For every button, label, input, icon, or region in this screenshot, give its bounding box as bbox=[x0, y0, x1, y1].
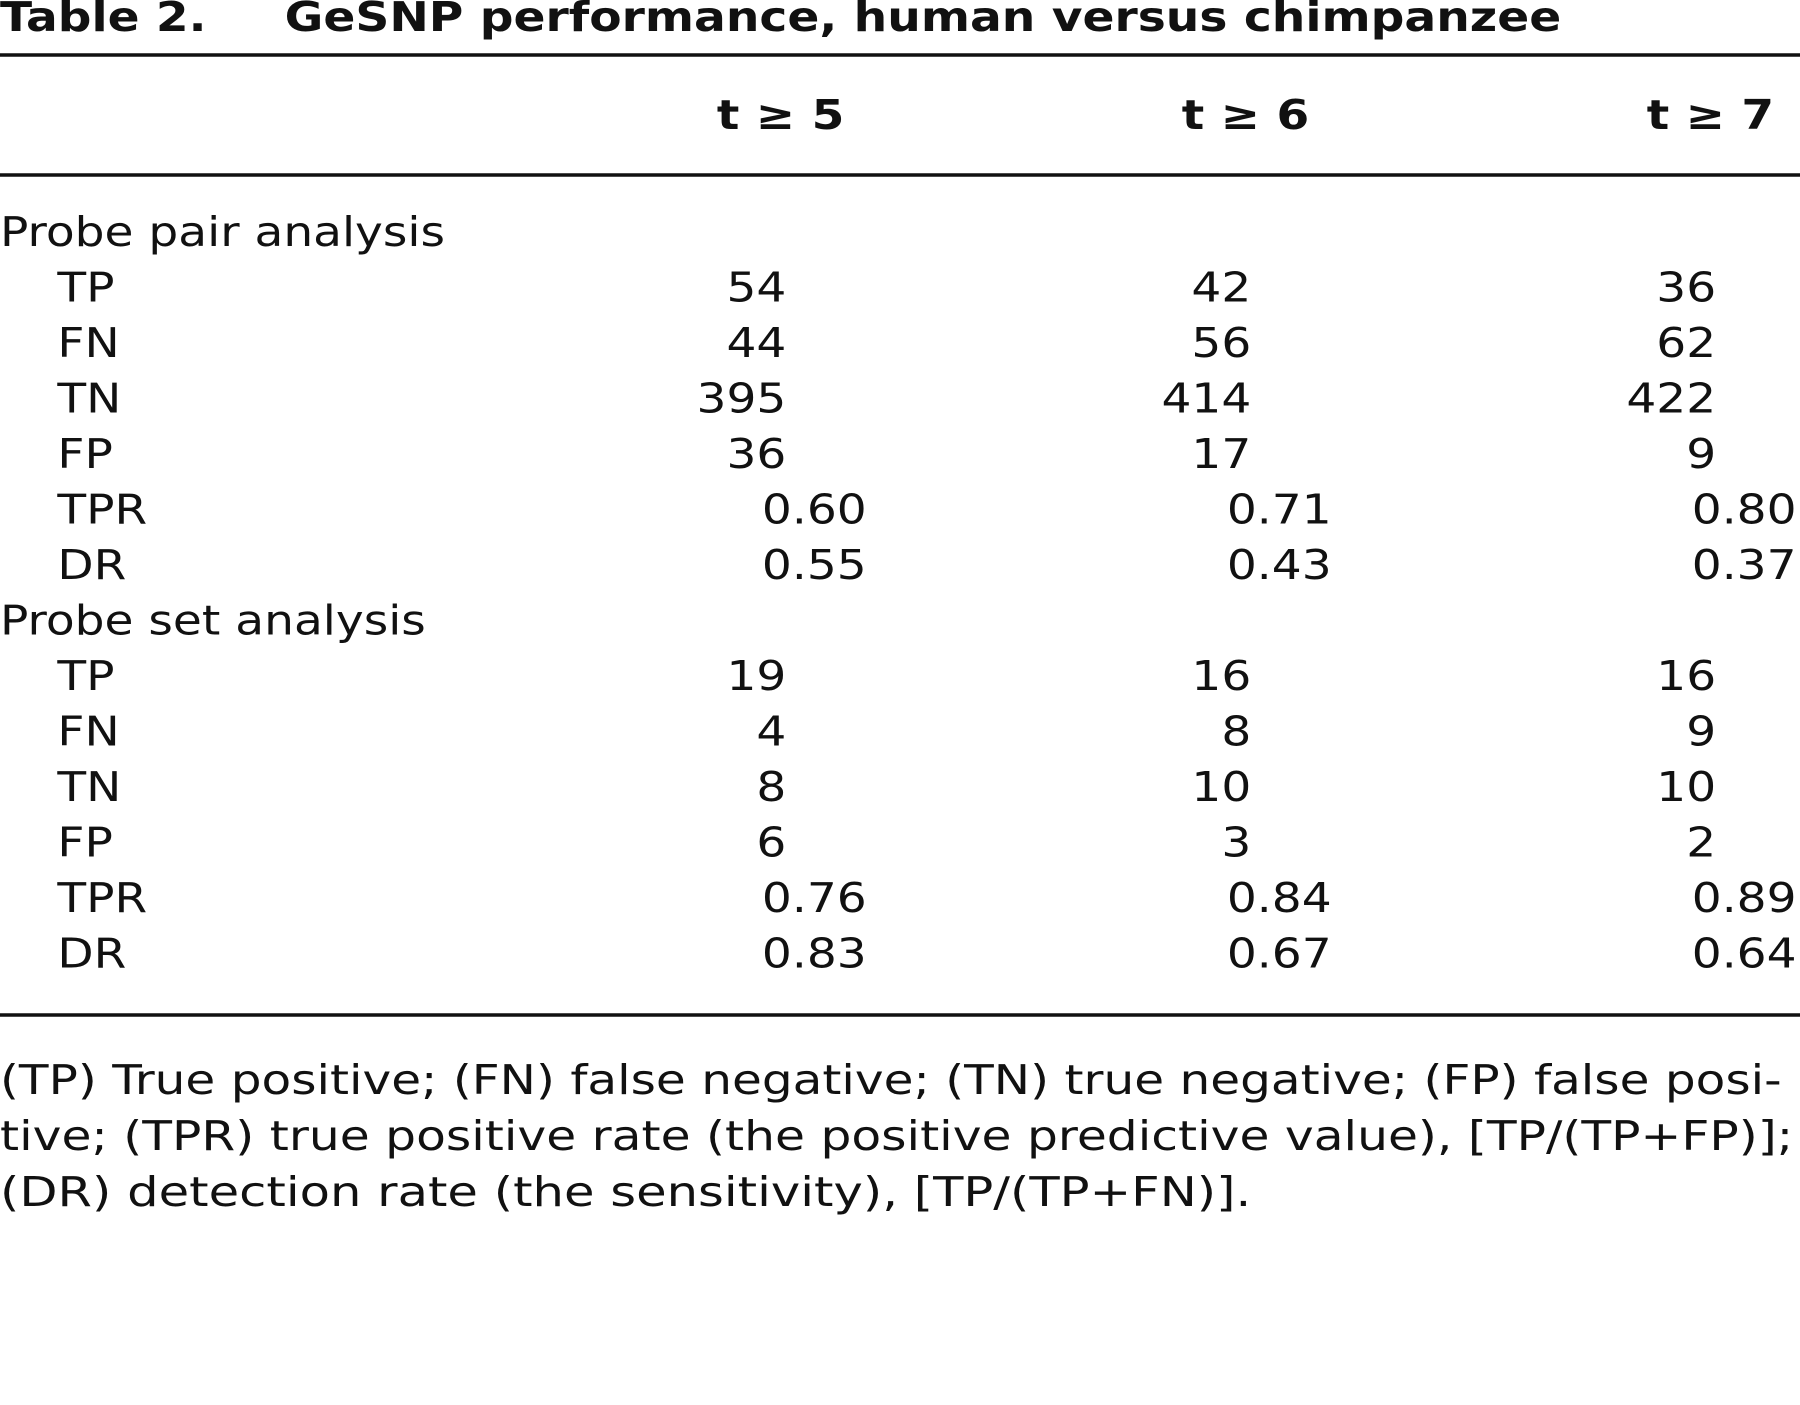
cell: 16 bbox=[1191, 653, 1251, 700]
cell: 9 bbox=[1686, 708, 1716, 755]
cell: 42 bbox=[1191, 264, 1251, 311]
table-title: GeSNP performance, human versus chimpanz… bbox=[285, 0, 1562, 41]
cell: 3 bbox=[1221, 819, 1251, 866]
cell: 0.55 bbox=[762, 542, 867, 589]
cell: 4 bbox=[756, 708, 786, 755]
cell: 36 bbox=[1656, 264, 1716, 311]
column-header: t ≥ 6 bbox=[1182, 92, 1309, 139]
row-label: FP bbox=[57, 819, 112, 866]
row-label: TP bbox=[56, 653, 114, 700]
cell: 0.43 bbox=[1227, 542, 1332, 589]
cell: 62 bbox=[1656, 320, 1716, 367]
cell: 395 bbox=[697, 375, 787, 422]
cell: 36 bbox=[726, 431, 786, 478]
cell: 0.67 bbox=[1227, 930, 1332, 977]
cell: 0.76 bbox=[762, 875, 867, 922]
cell: 19 bbox=[726, 653, 786, 700]
cell: 8 bbox=[1221, 708, 1251, 755]
footnote-line: tive; (TPR) true positive rate (the posi… bbox=[0, 1113, 1793, 1160]
cell: 10 bbox=[1656, 764, 1716, 811]
cell: 6 bbox=[756, 819, 786, 866]
cell: 414 bbox=[1161, 375, 1251, 422]
cell: 16 bbox=[1656, 653, 1716, 700]
cell: 8 bbox=[756, 764, 786, 811]
cell: 9 bbox=[1686, 431, 1716, 478]
cell: 422 bbox=[1626, 375, 1716, 422]
footnote-line: (TP) True positive; (FN) false negative;… bbox=[0, 1057, 1782, 1104]
footnote-line: (DR) detection rate (the sensitivity), [… bbox=[0, 1169, 1251, 1216]
cell: 0.60 bbox=[762, 486, 867, 533]
cell: 0.37 bbox=[1692, 542, 1797, 589]
cell: 0.64 bbox=[1692, 930, 1797, 977]
cell: 44 bbox=[726, 320, 786, 367]
cell: 0.71 bbox=[1227, 486, 1332, 533]
row-label: TP bbox=[56, 264, 114, 311]
row-label: DR bbox=[57, 930, 126, 977]
cell: 17 bbox=[1191, 431, 1251, 478]
cell: 10 bbox=[1191, 764, 1251, 811]
row-label: TN bbox=[56, 375, 121, 422]
column-header: t ≥ 5 bbox=[717, 92, 844, 139]
column-header: t ≥ 7 bbox=[1647, 92, 1774, 139]
row-label: FP bbox=[57, 431, 112, 478]
row-label: FN bbox=[57, 708, 119, 755]
table-label: Table 2. bbox=[0, 0, 207, 41]
cell: 0.83 bbox=[762, 930, 867, 977]
cell: 0.84 bbox=[1227, 875, 1332, 922]
row-label: TPR bbox=[56, 875, 147, 922]
section-label: Probe set analysis bbox=[0, 597, 426, 644]
cell: 2 bbox=[1686, 819, 1716, 866]
row-label: TPR bbox=[56, 486, 147, 533]
cell: 0.89 bbox=[1692, 875, 1797, 922]
row-label: TN bbox=[56, 764, 121, 811]
cell: 0.80 bbox=[1692, 486, 1797, 533]
row-label: DR bbox=[57, 542, 126, 589]
row-label: FN bbox=[57, 320, 119, 367]
section-label: Probe pair analysis bbox=[0, 209, 445, 256]
cell: 54 bbox=[726, 264, 786, 311]
cell: 56 bbox=[1191, 320, 1251, 367]
